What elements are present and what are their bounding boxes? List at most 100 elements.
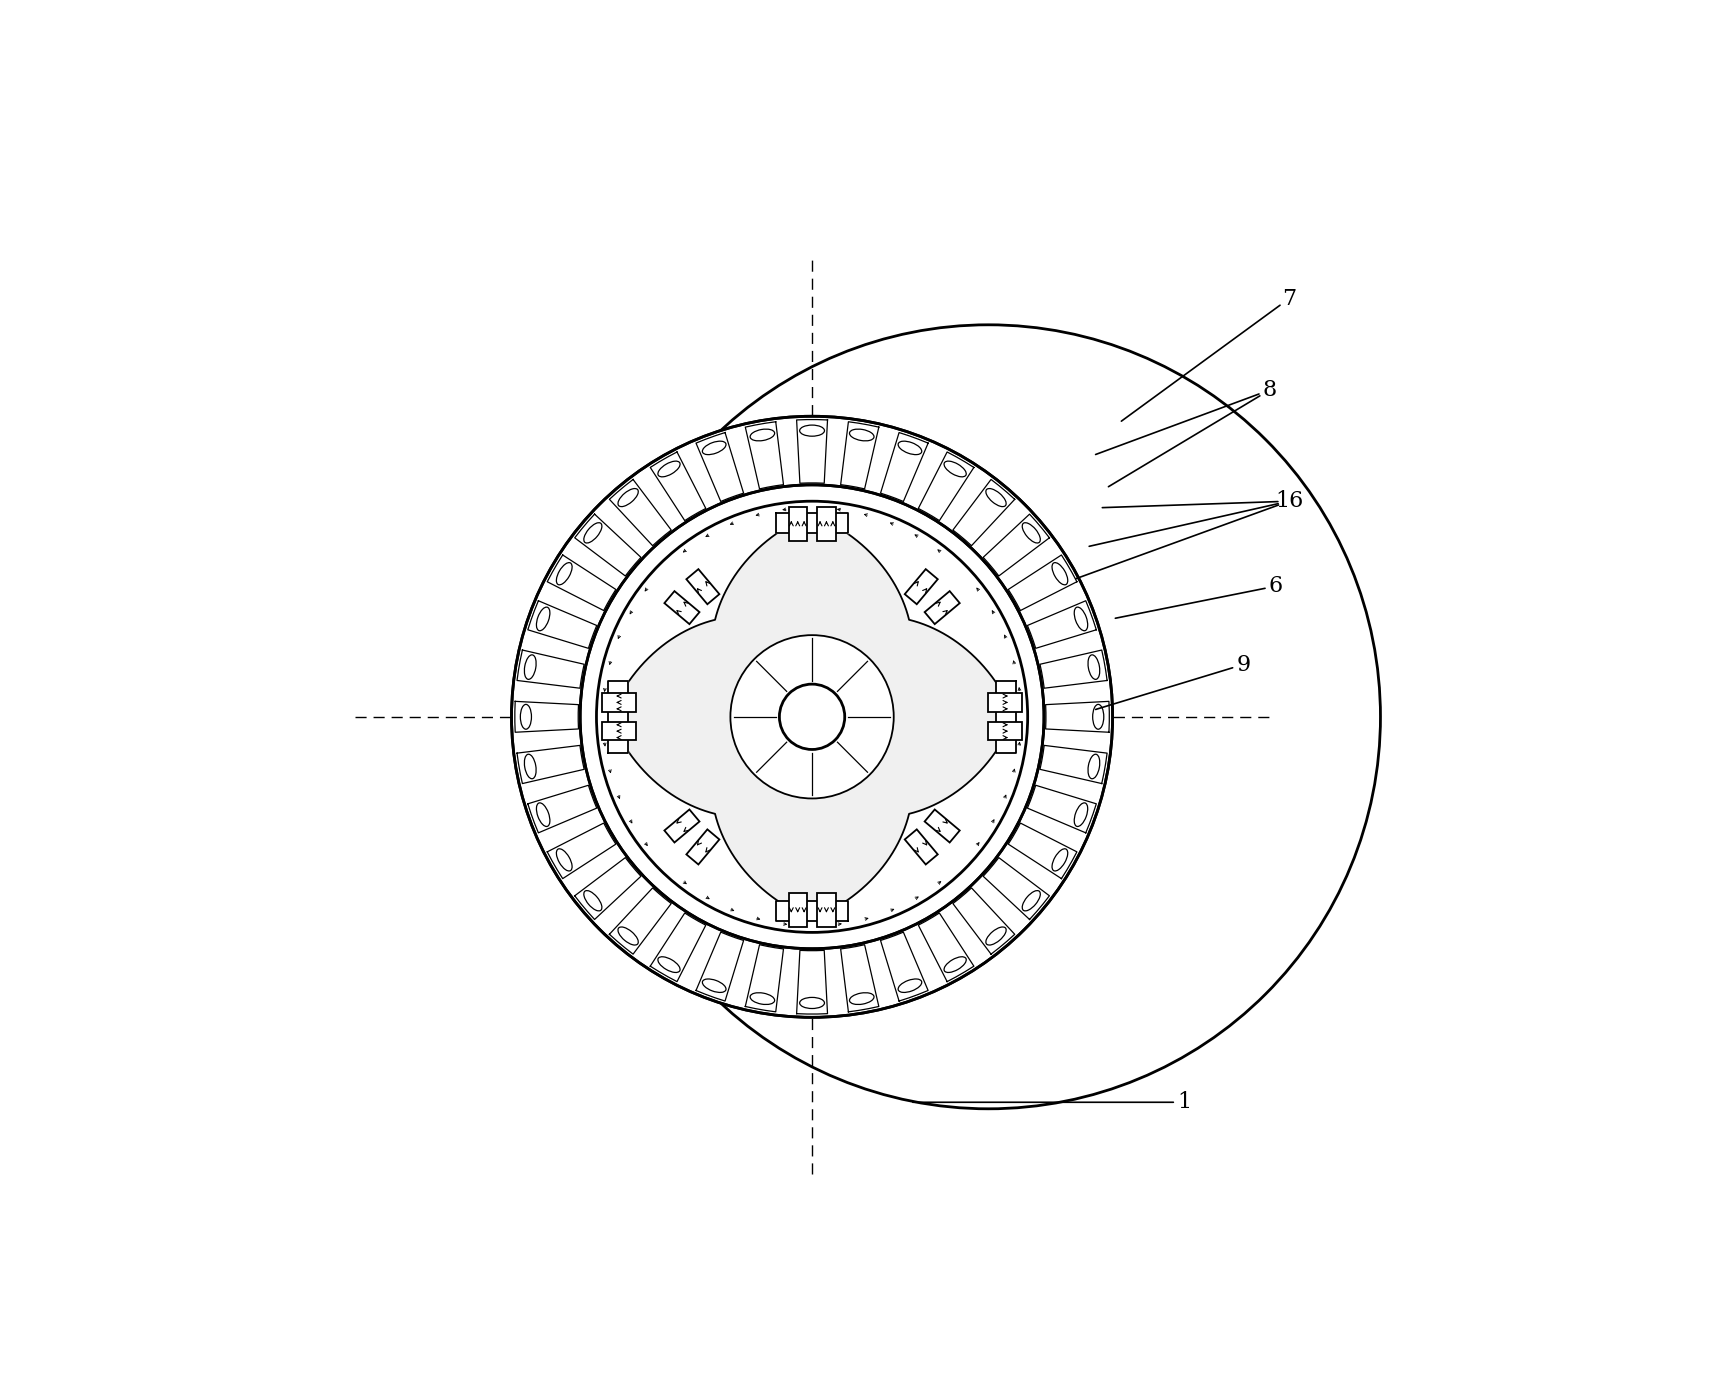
Polygon shape: [745, 945, 784, 1012]
Polygon shape: [515, 701, 579, 732]
Polygon shape: [575, 858, 640, 920]
Ellipse shape: [1053, 563, 1068, 585]
Polygon shape: [918, 452, 974, 521]
Bar: [664, 591, 700, 624]
Polygon shape: [651, 913, 705, 981]
Ellipse shape: [618, 489, 639, 507]
Ellipse shape: [800, 997, 825, 1008]
Polygon shape: [697, 433, 743, 501]
Polygon shape: [609, 479, 671, 546]
Bar: [924, 591, 960, 624]
Circle shape: [779, 685, 844, 749]
Ellipse shape: [1053, 848, 1068, 871]
Circle shape: [731, 636, 894, 798]
Ellipse shape: [1073, 802, 1087, 826]
Polygon shape: [983, 858, 1049, 920]
Polygon shape: [841, 945, 878, 1012]
Ellipse shape: [584, 522, 603, 543]
Bar: [904, 570, 938, 605]
Ellipse shape: [1073, 608, 1087, 631]
Ellipse shape: [943, 956, 966, 973]
Ellipse shape: [520, 704, 531, 729]
Polygon shape: [1008, 554, 1077, 610]
Polygon shape: [880, 433, 928, 501]
Bar: [988, 722, 1022, 741]
Text: 9: 9: [1236, 654, 1250, 676]
Circle shape: [596, 501, 1027, 932]
Polygon shape: [1008, 823, 1077, 879]
Bar: [603, 722, 637, 741]
Ellipse shape: [849, 430, 875, 441]
Bar: [817, 507, 835, 540]
Ellipse shape: [899, 441, 921, 455]
Polygon shape: [609, 514, 1015, 920]
Ellipse shape: [657, 956, 680, 973]
Ellipse shape: [556, 848, 572, 871]
Ellipse shape: [657, 461, 680, 477]
Ellipse shape: [524, 655, 536, 679]
Ellipse shape: [1089, 755, 1099, 778]
Polygon shape: [608, 680, 628, 753]
Ellipse shape: [986, 927, 1007, 945]
Ellipse shape: [1089, 655, 1099, 679]
Polygon shape: [954, 888, 1015, 955]
Ellipse shape: [524, 755, 536, 778]
Ellipse shape: [584, 890, 603, 911]
Text: 1: 1: [1178, 1091, 1192, 1113]
Bar: [664, 809, 700, 843]
Polygon shape: [609, 888, 671, 955]
Text: 16: 16: [1275, 490, 1303, 512]
Polygon shape: [651, 452, 705, 521]
Polygon shape: [776, 512, 847, 532]
Polygon shape: [517, 650, 584, 689]
Polygon shape: [983, 514, 1049, 575]
Bar: [988, 693, 1022, 711]
Ellipse shape: [1092, 704, 1104, 729]
Ellipse shape: [618, 927, 639, 945]
Polygon shape: [1039, 650, 1108, 689]
Ellipse shape: [800, 426, 825, 437]
Polygon shape: [776, 902, 847, 921]
Polygon shape: [575, 514, 640, 575]
Bar: [603, 693, 637, 711]
Polygon shape: [1046, 701, 1109, 732]
Bar: [687, 570, 719, 605]
Text: 8: 8: [1262, 379, 1277, 402]
Polygon shape: [954, 479, 1015, 546]
Bar: [904, 829, 938, 864]
Ellipse shape: [702, 441, 726, 455]
Ellipse shape: [536, 802, 550, 826]
Polygon shape: [548, 554, 616, 610]
Bar: [789, 507, 806, 540]
Polygon shape: [745, 421, 784, 489]
Polygon shape: [527, 785, 597, 833]
Ellipse shape: [536, 608, 550, 631]
Polygon shape: [841, 421, 878, 489]
Ellipse shape: [556, 563, 572, 585]
Polygon shape: [996, 680, 1015, 753]
Ellipse shape: [702, 979, 726, 993]
Polygon shape: [1027, 601, 1096, 648]
Polygon shape: [697, 932, 743, 1001]
Circle shape: [580, 484, 1044, 949]
Bar: [924, 809, 960, 843]
Bar: [817, 893, 835, 927]
Ellipse shape: [750, 993, 774, 1004]
Ellipse shape: [943, 461, 966, 477]
Ellipse shape: [899, 979, 921, 993]
Ellipse shape: [1022, 522, 1041, 543]
Polygon shape: [918, 913, 974, 981]
Ellipse shape: [849, 993, 875, 1004]
Ellipse shape: [986, 489, 1007, 507]
Polygon shape: [796, 951, 827, 1014]
Text: 6: 6: [1269, 575, 1282, 598]
Polygon shape: [1027, 785, 1096, 833]
Polygon shape: [517, 745, 584, 784]
Polygon shape: [548, 823, 616, 879]
Ellipse shape: [1022, 890, 1041, 911]
Polygon shape: [1039, 745, 1108, 784]
Bar: [687, 829, 719, 864]
Polygon shape: [880, 932, 928, 1001]
Text: 7: 7: [1282, 287, 1296, 309]
Polygon shape: [527, 601, 597, 648]
